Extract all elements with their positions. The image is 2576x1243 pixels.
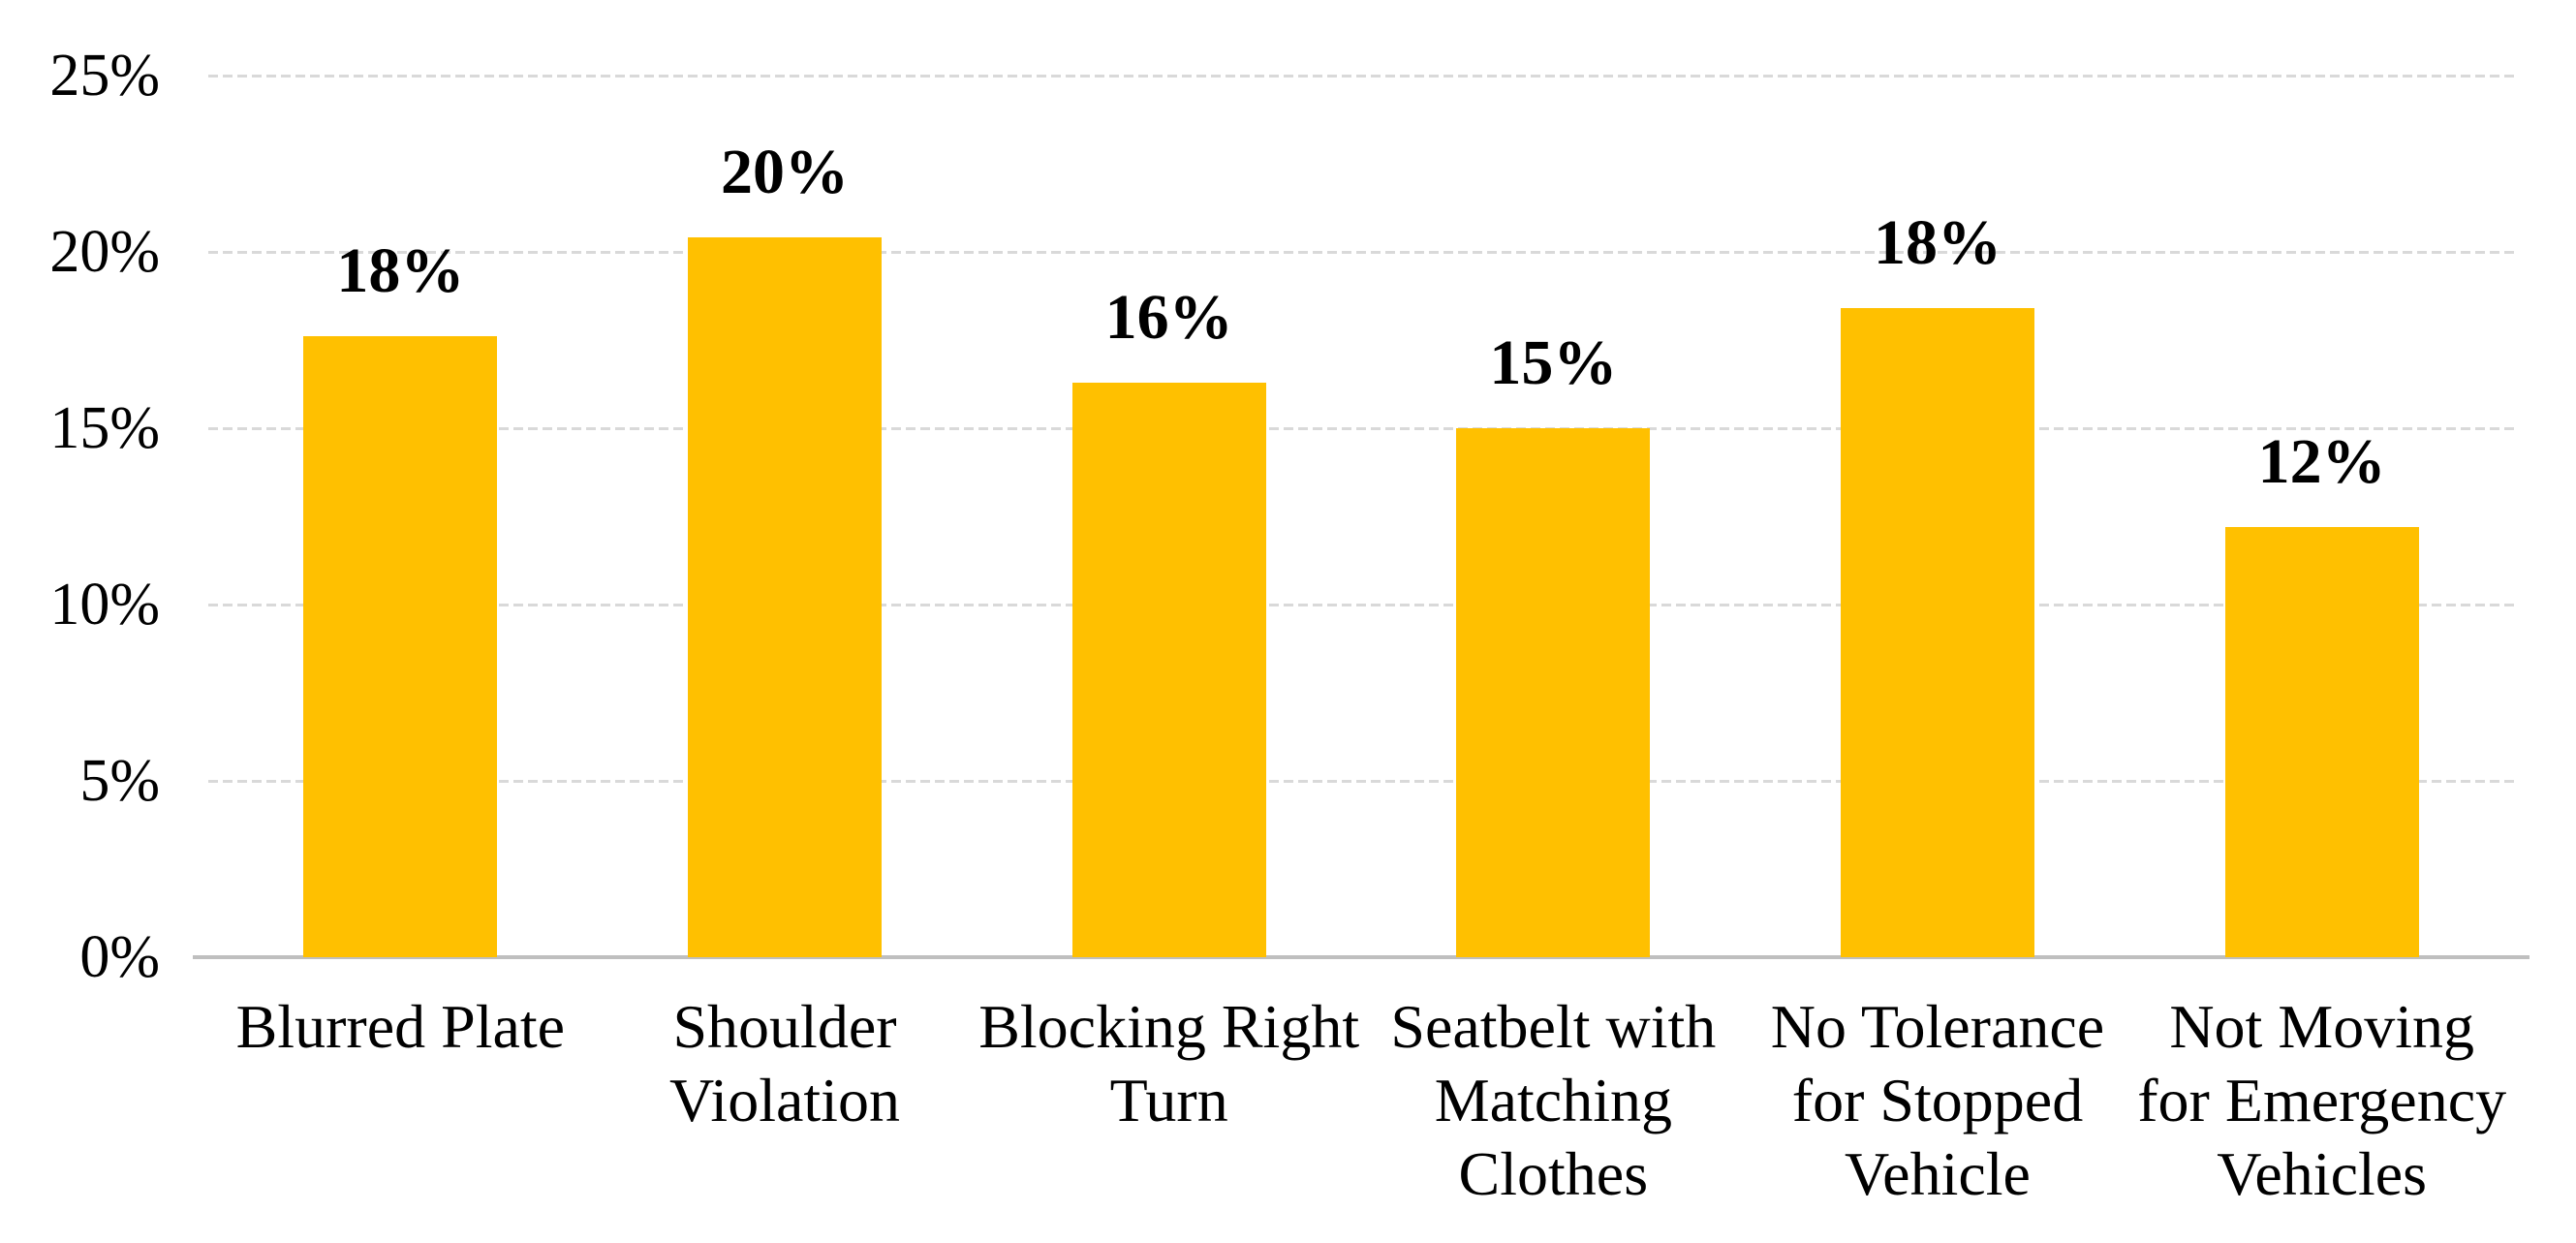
x-axis-category-label: Shoulder Violation [669, 992, 900, 1134]
bar-data-label: 12% [2257, 425, 2386, 497]
x-axis-line [193, 955, 2529, 959]
y-gridline [208, 604, 2514, 606]
y-gridline [208, 780, 2514, 783]
bar-data-label: 15% [1489, 327, 1618, 398]
y-axis-tick-label: 20% [49, 219, 160, 285]
bar-data-label: 16% [1104, 281, 1233, 353]
x-axis-category-label: Not Moving for Emergency Vehicles [2137, 992, 2507, 1208]
x-axis-category-label: No Tolerance for Stopped Vehicle [1770, 992, 2105, 1208]
y-axis-tick-label: 10% [49, 572, 160, 637]
bar [303, 336, 498, 957]
x-axis-category-label: Blocking Right Turn [978, 992, 1360, 1134]
bar [1841, 308, 2034, 957]
y-axis-tick-label: 0% [79, 924, 160, 990]
bar-data-label: 18% [1874, 207, 2002, 279]
y-axis-tick-label: 25% [49, 43, 160, 109]
y-axis-tick-label: 15% [49, 395, 160, 461]
bar-data-label: 18% [336, 235, 465, 307]
y-gridline [208, 75, 2514, 78]
bar-data-label: 20% [721, 137, 849, 208]
y-axis-tick-label: 5% [79, 748, 160, 814]
bar [688, 237, 882, 957]
bar [1071, 382, 1266, 957]
bar [2224, 526, 2419, 957]
y-gridline [208, 251, 2514, 254]
y-gridline [208, 427, 2514, 430]
x-axis-category-label: Seatbelt with Matching Clothes [1390, 992, 1717, 1208]
x-axis-category-label: Blurred Plate [235, 992, 566, 1061]
bar [1456, 428, 1651, 957]
